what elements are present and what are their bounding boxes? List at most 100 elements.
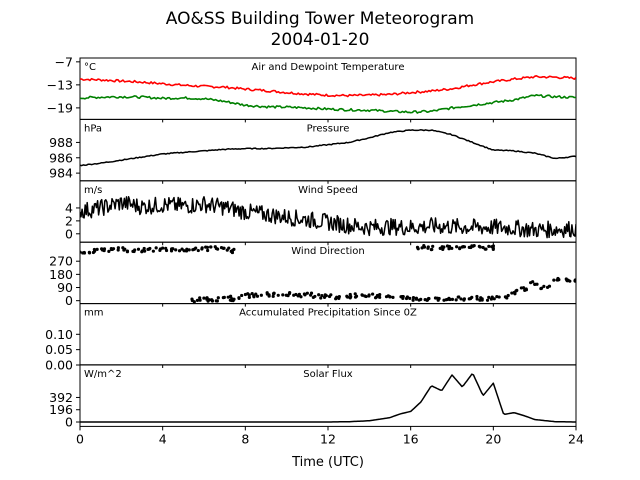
- wind-direction-point: [228, 295, 233, 299]
- wind-direction-point: [91, 250, 96, 255]
- wind-direction-point: [232, 297, 236, 301]
- wind-direction-point: [450, 246, 454, 250]
- wind-direction-point: [221, 295, 225, 300]
- wind-direction-point: [459, 297, 463, 301]
- y-tick-label: 986: [49, 150, 73, 165]
- x-tick-label: 0: [76, 431, 84, 446]
- wind-direction-point: [276, 293, 280, 297]
- wind-direction-point: [467, 297, 471, 301]
- wind-direction-point: [252, 295, 256, 299]
- panel-series: [80, 244, 576, 304]
- wind-direction-point: [200, 246, 204, 250]
- series-line-1: [80, 75, 576, 98]
- wind-direction-point: [225, 248, 229, 252]
- wind-direction-point: [281, 293, 285, 297]
- panel-label: Accumulated Precipitation Since 0Z: [239, 308, 417, 319]
- wind-direction-point: [305, 291, 309, 295]
- wind-direction-point: [198, 296, 202, 300]
- panel-label: Wind Direction: [291, 246, 365, 257]
- panel-unit: W/m^2: [84, 369, 122, 380]
- panel-label: Pressure: [307, 123, 350, 134]
- wind-direction-point: [490, 295, 494, 299]
- wind-direction-point: [271, 294, 275, 298]
- y-tick-label: −19: [47, 100, 73, 115]
- wind-direction-point: [335, 295, 339, 299]
- y-tick-label: 392: [49, 390, 73, 405]
- panel-unit: hPa: [84, 123, 102, 134]
- wind-direction-point: [552, 278, 556, 282]
- wind-direction-point: [447, 296, 451, 301]
- wind-direction-point: [470, 295, 474, 299]
- wind-direction-point: [411, 298, 415, 302]
- wind-direction-point: [454, 298, 458, 302]
- x-tick-label: 8: [241, 431, 249, 446]
- wind-direction-point: [255, 294, 260, 298]
- wind-direction-point: [284, 293, 288, 297]
- wind-direction-point: [92, 247, 96, 252]
- wind-direction-point: [456, 295, 460, 299]
- wind-direction-point: [542, 284, 546, 288]
- wind-direction-point: [514, 289, 518, 293]
- wind-direction-point: [219, 246, 224, 250]
- wind-direction-point: [510, 291, 514, 295]
- wind-direction-point: [142, 246, 146, 251]
- wind-direction-point: [303, 293, 307, 297]
- wind-direction-point: [327, 294, 332, 299]
- wind-direction-point: [447, 247, 451, 251]
- wind-direction-point: [475, 297, 479, 301]
- wind-direction-point: [458, 247, 462, 251]
- wind-direction-point: [122, 248, 126, 252]
- wind-direction-point: [151, 249, 155, 253]
- wind-direction-point: [216, 247, 220, 251]
- wind-direction-point: [524, 287, 528, 291]
- wind-direction-point: [294, 292, 298, 297]
- wind-direction-point: [545, 285, 550, 289]
- y-tick-label: 90: [57, 280, 73, 295]
- wind-direction-point: [378, 295, 382, 299]
- wind-direction-point: [411, 296, 416, 300]
- wind-direction-point: [391, 295, 395, 299]
- wind-direction-point: [497, 295, 501, 299]
- wind-direction-point: [81, 251, 85, 255]
- wind-direction-point: [232, 247, 236, 251]
- wind-direction-point: [288, 291, 292, 295]
- panels-group: −7 −13 −19 °C Air and Dewpoint Temperature 98…: [45, 54, 577, 431]
- panel-series: [80, 373, 576, 423]
- wind-direction-point: [136, 247, 141, 251]
- y-tick-label: 2: [65, 213, 73, 228]
- wind-direction-point: [125, 250, 130, 254]
- wind-direction-point: [131, 249, 135, 253]
- panel-label: Air and Dewpoint Temperature: [252, 62, 405, 73]
- y-tick-label: 984: [49, 166, 73, 181]
- wind-direction-point: [483, 247, 487, 251]
- wind-direction-point: [80, 250, 82, 254]
- panel-unit: m/s: [84, 185, 102, 196]
- wind-direction-point: [442, 245, 446, 249]
- panel-series: [80, 129, 576, 167]
- wind-direction-point: [187, 248, 191, 252]
- wind-direction-point: [320, 293, 324, 298]
- y-tick-label: 0.05: [45, 342, 73, 357]
- wind-direction-point: [116, 246, 120, 250]
- wind-direction-point: [205, 245, 210, 249]
- y-tick-label: 0: [65, 293, 73, 308]
- wind-direction-point: [177, 249, 182, 253]
- wind-direction-point: [461, 245, 465, 249]
- wind-direction-point: [417, 298, 421, 302]
- x-tick-label: 16: [403, 431, 419, 446]
- wind-direction-point: [521, 286, 526, 290]
- wind-direction-point: [414, 296, 419, 300]
- wind-direction-point: [573, 278, 576, 282]
- wind-direction-point: [426, 246, 430, 250]
- wind-direction-point: [297, 292, 301, 296]
- y-tick-label: −7: [55, 54, 73, 69]
- panel-label: Solar Flux: [303, 369, 353, 380]
- wind-direction-point: [195, 298, 200, 302]
- wind-direction-point: [196, 248, 200, 253]
- x-axis-label: Time (UTC): [291, 455, 364, 470]
- wind-direction-point: [164, 248, 169, 253]
- wind-direction-point: [216, 296, 220, 300]
- wind-direction-point: [539, 286, 544, 290]
